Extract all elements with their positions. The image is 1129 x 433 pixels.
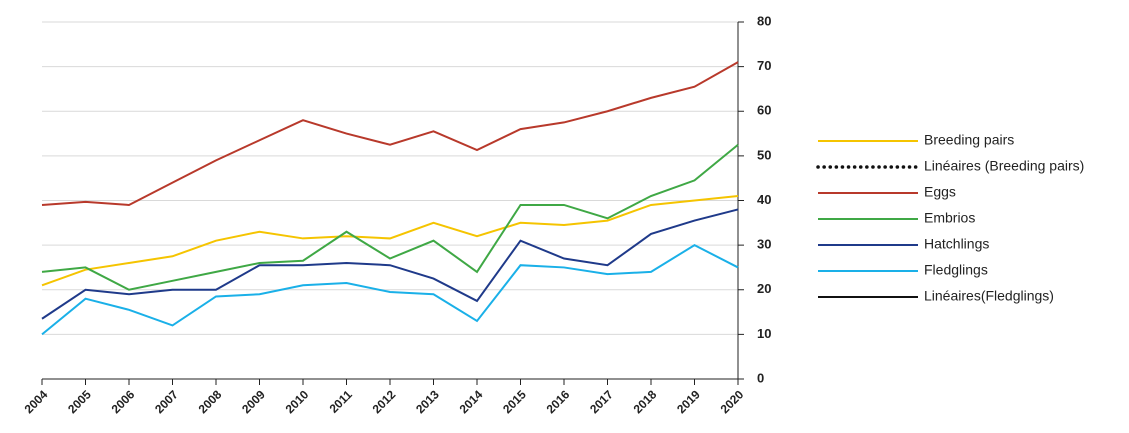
- y-tick-label: 0: [757, 370, 764, 385]
- y-tick-label: 70: [757, 58, 771, 73]
- x-tick-label: 2012: [370, 387, 399, 416]
- y-tick-label: 40: [757, 192, 771, 207]
- series-line: [41, 61, 739, 206]
- x-tick-label: 2006: [109, 387, 138, 416]
- legend-label: Embrios: [924, 210, 975, 226]
- x-tick-label: 2010: [283, 387, 312, 416]
- x-tick-label: 2011: [327, 387, 356, 416]
- x-tick-label: 2020: [718, 387, 747, 416]
- legend-label: Eggs: [924, 184, 956, 200]
- legend-label: Hatchlings: [924, 236, 989, 252]
- x-tick-label: 2016: [544, 387, 573, 416]
- x-tick-label: 2018: [631, 387, 660, 416]
- x-tick-label: 2015: [500, 387, 529, 416]
- x-tick-label: 2019: [674, 387, 703, 416]
- x-tick-label: 2007: [152, 387, 181, 416]
- y-tick-label: 30: [757, 237, 771, 252]
- series-line: [41, 195, 739, 287]
- x-tick-label: 2008: [196, 387, 225, 416]
- series-line: [41, 143, 739, 291]
- legend-label: Linéaires(Fledglings): [924, 288, 1054, 304]
- x-tick-label: 2013: [413, 387, 442, 416]
- series-line: [41, 208, 739, 320]
- y-tick-label: 20: [757, 281, 771, 296]
- legend-label: Linéaires (Breeding pairs): [924, 158, 1084, 174]
- legend-label: Fledglings: [924, 262, 988, 278]
- series-line: [41, 243, 739, 336]
- y-tick-label: 60: [757, 103, 771, 118]
- y-tick-label: 80: [757, 13, 771, 28]
- legend-label: Breeding pairs: [924, 132, 1014, 148]
- x-tick-label: 2014: [457, 387, 486, 416]
- x-tick-label: 2005: [65, 387, 94, 416]
- x-tick-label: 2004: [22, 387, 51, 416]
- y-tick-label: 10: [757, 326, 771, 341]
- y-tick-label: 50: [757, 147, 771, 162]
- x-tick-label: 2009: [239, 387, 268, 416]
- x-tick-label: 2017: [587, 387, 616, 416]
